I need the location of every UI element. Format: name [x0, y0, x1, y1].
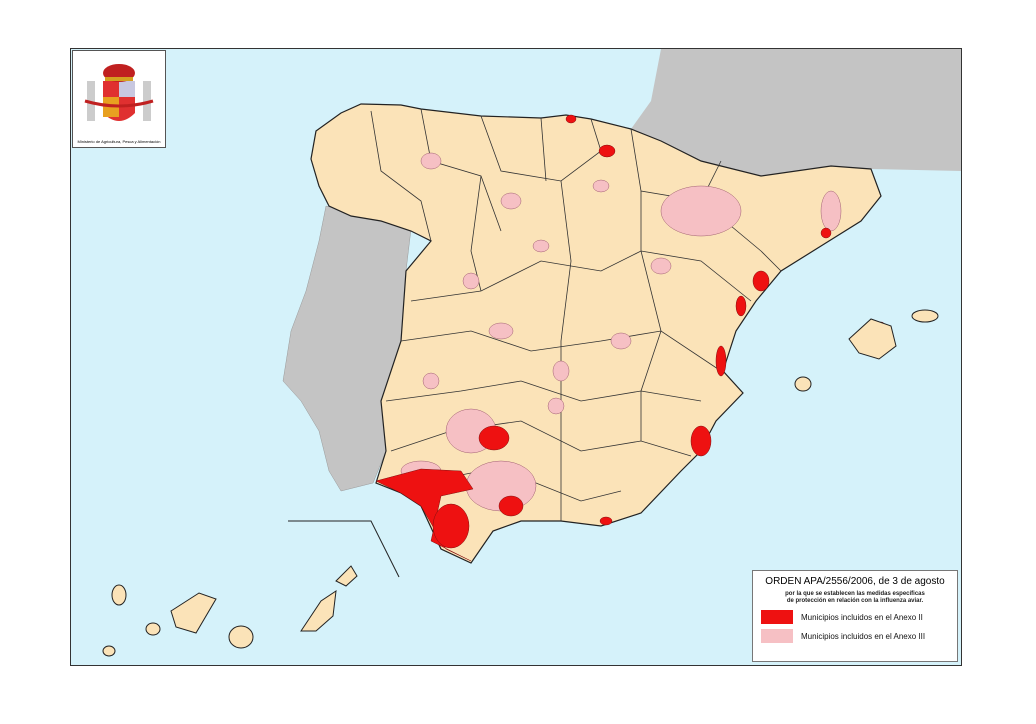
logo-text: Ministerio de Agricultura, Pesca y Alime…	[77, 139, 161, 144]
legend-swatch-red	[761, 610, 793, 624]
province-borders	[370, 108, 782, 521]
ministry-logo: Ministerio de Agricultura, Pesca y Alime…	[72, 50, 166, 148]
france-region	[631, 49, 961, 176]
legend-swatch-pink	[761, 629, 793, 643]
legend-title: ORDEN APA/2556/2006, de 3 de agosto	[765, 576, 945, 587]
balearic-islands	[794, 309, 939, 392]
map-frame	[70, 48, 962, 666]
anexo-ii-municipalities	[375, 114, 886, 562]
legend-item-anexo-ii: Municipios incluidos en el Anexo II	[761, 610, 957, 624]
canary-inset-line	[288, 520, 400, 578]
coat-of-arms-icon	[84, 64, 154, 121]
legend-subtitle-line1: por la que se establecen las medidas esp…	[785, 591, 925, 597]
canary-islands	[102, 565, 358, 657]
legend-label: Municipios incluidos en el Anexo II	[801, 612, 923, 622]
legend-subtitle-line2: de protección en relación con la influen…	[786, 598, 924, 604]
legend-item-anexo-iii: Municipios incluidos en el Anexo III	[761, 629, 957, 643]
legend-label: Municipios incluidos en el Anexo III	[801, 631, 926, 641]
legend-subtitle: por la que se establecen las medidas esp…	[753, 591, 957, 605]
map-legend: ORDEN APA/2556/2006, de 3 de agosto por …	[752, 570, 958, 662]
map-canvas	[102, 49, 961, 657]
